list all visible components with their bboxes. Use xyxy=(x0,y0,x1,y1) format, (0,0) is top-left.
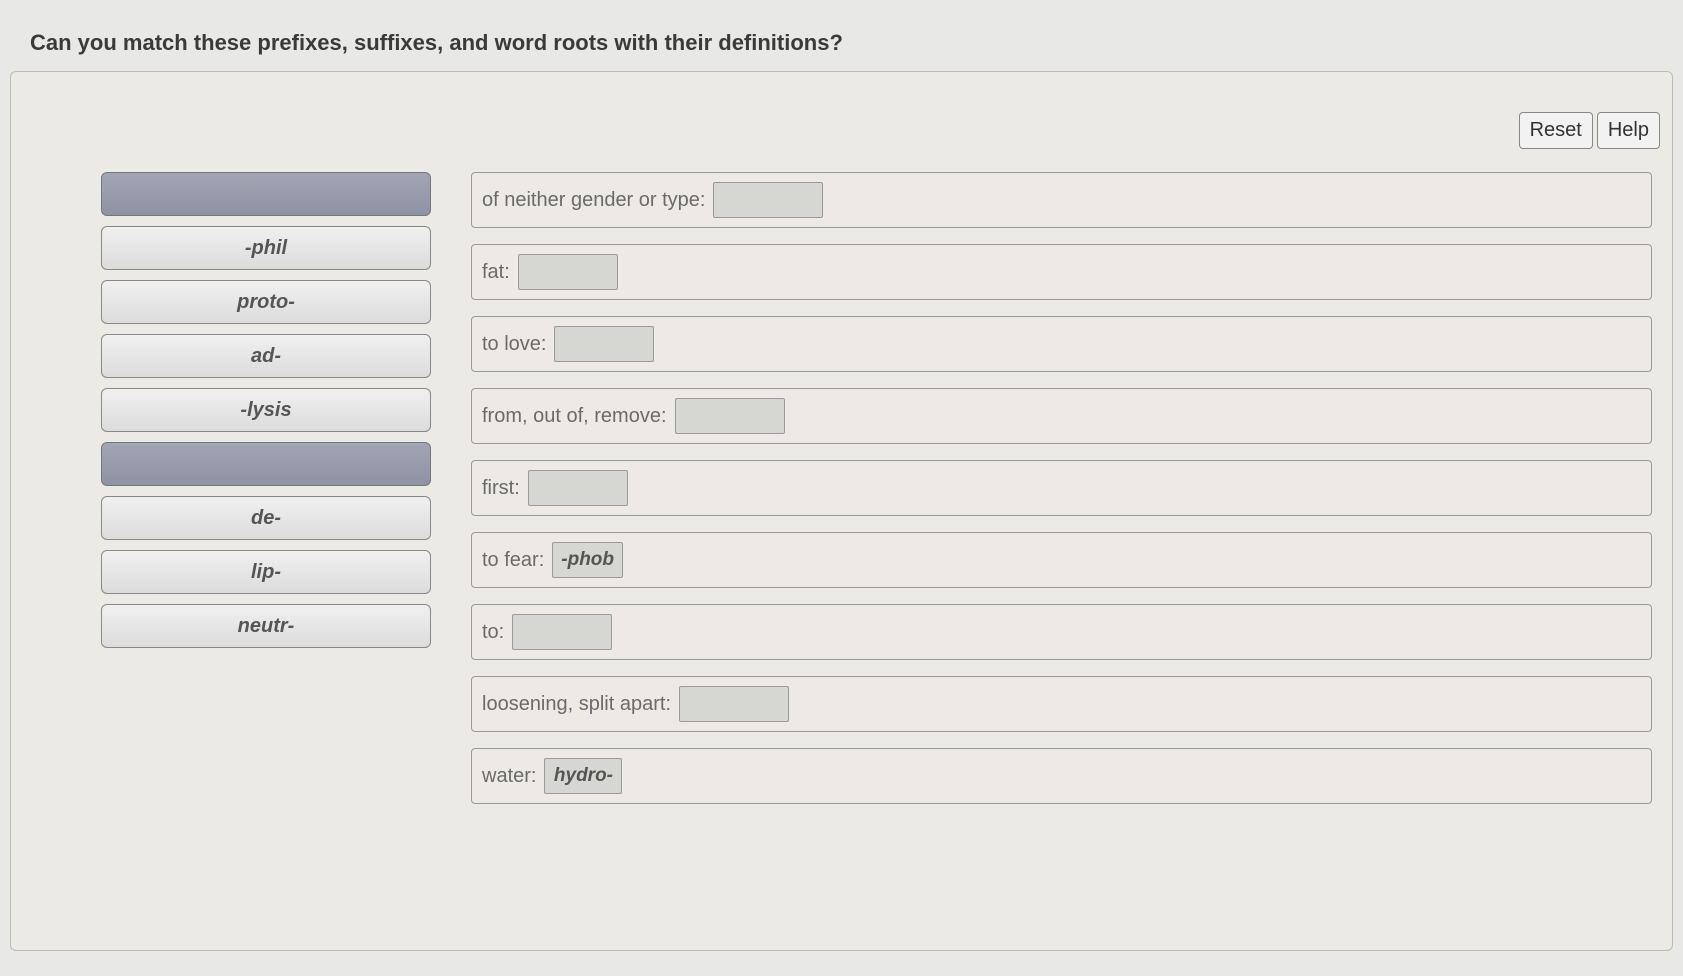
target-label: to love: xyxy=(482,333,546,356)
target-row: first: xyxy=(471,460,1652,516)
target-column: of neither gender or type: fat: to love: fr… xyxy=(471,172,1652,804)
help-button[interactable]: Help xyxy=(1597,112,1660,149)
source-slot-empty xyxy=(101,172,431,216)
reset-button[interactable]: Reset xyxy=(1519,112,1593,149)
page-title: Can you match these prefixes, suffixes, … xyxy=(0,0,1683,71)
source-item[interactable]: -phil xyxy=(101,226,431,270)
source-item[interactable]: de- xyxy=(101,496,431,540)
target-row: to fear: -phob xyxy=(471,532,1652,588)
target-row: to: xyxy=(471,604,1652,660)
target-label: from, out of, remove: xyxy=(482,405,667,428)
source-item[interactable]: proto- xyxy=(101,280,431,324)
target-label: to: xyxy=(482,621,504,644)
source-item[interactable]: lip- xyxy=(101,550,431,594)
dropped-answer[interactable]: -phob xyxy=(561,549,614,571)
target-label: loosening, split apart: xyxy=(482,693,671,716)
target-row: from, out of, remove: xyxy=(471,388,1652,444)
source-column: -phil proto-ad- -lysis de-lip-neutr- xyxy=(101,172,431,804)
target-row: to love: xyxy=(471,316,1652,372)
drop-zone[interactable]: hydro- xyxy=(544,758,622,794)
drop-zone[interactable] xyxy=(675,398,785,434)
drop-zone[interactable]: -phob xyxy=(552,542,623,578)
exercise-panel: Reset Help -phil proto-ad- -lysis de-lip-ne… xyxy=(10,71,1673,951)
drop-zone[interactable] xyxy=(512,614,612,650)
target-row: fat: xyxy=(471,244,1652,300)
toolbar: Reset Help xyxy=(1519,112,1660,149)
target-row: loosening, split apart: xyxy=(471,676,1652,732)
source-item[interactable]: -lysis xyxy=(101,388,431,432)
target-label: to fear: xyxy=(482,549,544,572)
source-slot-empty xyxy=(101,442,431,486)
target-label: first: xyxy=(482,477,520,500)
drop-zone[interactable] xyxy=(713,182,823,218)
drop-zone[interactable] xyxy=(679,686,789,722)
target-row: of neither gender or type: xyxy=(471,172,1652,228)
drop-zone[interactable] xyxy=(528,470,628,506)
drop-zone[interactable] xyxy=(554,326,654,362)
dropped-answer[interactable]: hydro- xyxy=(554,765,613,787)
content-area: -phil proto-ad- -lysis de-lip-neutr- of nei… xyxy=(11,72,1672,824)
target-label: water: xyxy=(482,765,536,788)
target-label: fat: xyxy=(482,261,510,284)
target-label: of neither gender or type: xyxy=(482,189,705,212)
drop-zone[interactable] xyxy=(518,254,618,290)
source-item[interactable]: neutr- xyxy=(101,604,431,648)
source-item[interactable]: ad- xyxy=(101,334,431,378)
target-row: water: hydro- xyxy=(471,748,1652,804)
